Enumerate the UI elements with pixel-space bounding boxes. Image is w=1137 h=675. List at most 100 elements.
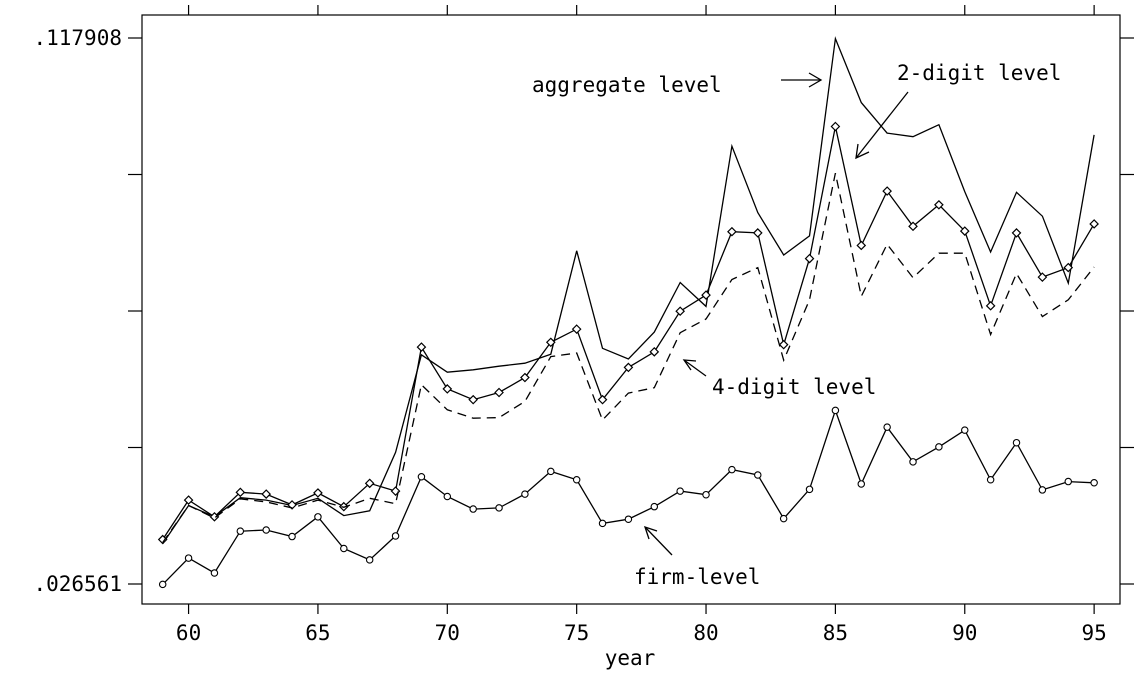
data-point-circle <box>210 569 219 577</box>
data-point-circle <box>236 527 245 535</box>
data-point-circle <box>935 443 943 451</box>
annotation-4-digit-level: 4-digit level <box>712 375 876 399</box>
x-tick-label: 70 <box>435 621 460 645</box>
data-point-circle <box>288 532 296 541</box>
data-point-circle <box>547 467 555 476</box>
data-point-circle <box>521 490 529 498</box>
data-point-circle <box>779 514 788 523</box>
x-tick-labels: 60 65 70 75 80 85 90 95 <box>176 621 1107 645</box>
data-point-circle <box>650 502 659 511</box>
data-point-circle <box>184 554 193 562</box>
axis-ticks <box>128 5 1134 614</box>
annotation-aggregate-level: aggregate level <box>532 73 722 97</box>
y-tick-label: .026561 <box>33 572 122 596</box>
data-point-circle <box>495 504 503 512</box>
annotation-firm-level: firm-level <box>634 565 760 589</box>
data-point-diamond <box>364 478 375 489</box>
data-point-diamond <box>571 324 582 334</box>
data-point-circle <box>1090 479 1098 487</box>
data-point-diamond <box>1011 228 1022 238</box>
data-point-circle <box>1012 438 1021 447</box>
series-aggregate-level <box>162 36 1095 545</box>
arrow-2-digit-level <box>855 91 909 160</box>
plot-frame <box>141 14 1121 605</box>
data-point-diamond <box>623 362 634 373</box>
data-point-diamond <box>675 306 686 317</box>
data-point-diamond <box>804 253 815 264</box>
data-point-diamond <box>545 337 556 348</box>
data-point-diamond <box>235 487 246 498</box>
data-point-diamond <box>1037 272 1048 282</box>
data-point-circle <box>754 471 762 479</box>
data-point-diamond <box>520 372 530 383</box>
data-point-diamond <box>1063 262 1074 273</box>
data-point-circle <box>572 476 581 484</box>
data-point-circle <box>676 487 684 495</box>
data-point-circle <box>340 544 348 553</box>
data-point-circle <box>624 515 633 523</box>
annotation-2-digit-level: 2-digit level <box>897 61 1061 85</box>
x-tick-label: 75 <box>564 621 589 645</box>
x-tick-label: 90 <box>952 621 977 645</box>
data-point-circle <box>728 465 736 474</box>
data-point-circle <box>158 580 167 589</box>
data-point-diamond <box>778 339 789 350</box>
data-point-diamond <box>183 495 194 505</box>
data-point-diamond <box>727 226 737 237</box>
data-point-diamond <box>313 488 323 498</box>
data-point-diamond <box>934 199 944 210</box>
data-point-circle <box>262 526 270 534</box>
data-point-circle <box>986 476 995 484</box>
x-tick-label: 80 <box>693 621 718 645</box>
data-point-circle <box>598 519 607 528</box>
data-point-diamond <box>882 186 892 196</box>
arrow-4-digit-level <box>682 359 707 377</box>
x-axis-title: year <box>605 646 656 670</box>
data-point-circle <box>909 458 917 466</box>
y-tick-labels: .026561 .117908 <box>33 26 122 596</box>
data-point-diamond <box>752 228 763 238</box>
x-tick-label: 85 <box>823 621 848 645</box>
series-line <box>162 172 1095 543</box>
series-2-digit-level <box>157 121 1099 545</box>
data-point-circle <box>857 480 866 488</box>
data-point-diamond <box>468 394 479 405</box>
series-layer <box>157 36 1099 589</box>
data-point-diamond <box>494 387 504 398</box>
data-point-circle <box>314 513 322 521</box>
data-point-circle <box>1038 486 1047 494</box>
arrow-aggregate-level <box>781 72 823 88</box>
data-point-diamond <box>701 290 711 300</box>
data-point-diamond <box>261 489 272 499</box>
data-point-circle <box>1064 477 1073 486</box>
data-point-diamond <box>959 226 970 236</box>
series-4-digit-level <box>162 172 1095 543</box>
data-point-diamond <box>649 347 660 357</box>
data-point-circle <box>831 406 840 415</box>
data-point-circle <box>883 423 891 431</box>
series-firm-level <box>158 406 1098 589</box>
x-tick-label: 60 <box>176 621 201 645</box>
data-point-diamond <box>416 342 427 352</box>
series-line <box>162 36 1095 545</box>
data-point-circle <box>391 532 400 540</box>
data-point-circle <box>365 556 374 564</box>
series-line <box>162 126 1095 540</box>
data-point-diamond <box>442 384 453 394</box>
series-line <box>162 408 1095 585</box>
data-point-diamond <box>856 240 867 251</box>
y-tick-label: .117908 <box>33 26 122 50</box>
data-point-circle <box>702 490 710 499</box>
arrow-firm-level <box>643 525 673 556</box>
data-point-diamond <box>985 300 996 311</box>
data-point-circle <box>443 492 452 501</box>
data-point-diamond <box>597 394 608 405</box>
data-point-diamond <box>908 221 918 232</box>
data-point-circle <box>469 505 477 513</box>
x-tick-label: 65 <box>305 621 330 645</box>
x-tick-label: 95 <box>1081 621 1106 645</box>
data-point-diamond <box>830 121 841 132</box>
data-point-diamond <box>1089 219 1099 229</box>
data-point-circle <box>417 473 426 481</box>
